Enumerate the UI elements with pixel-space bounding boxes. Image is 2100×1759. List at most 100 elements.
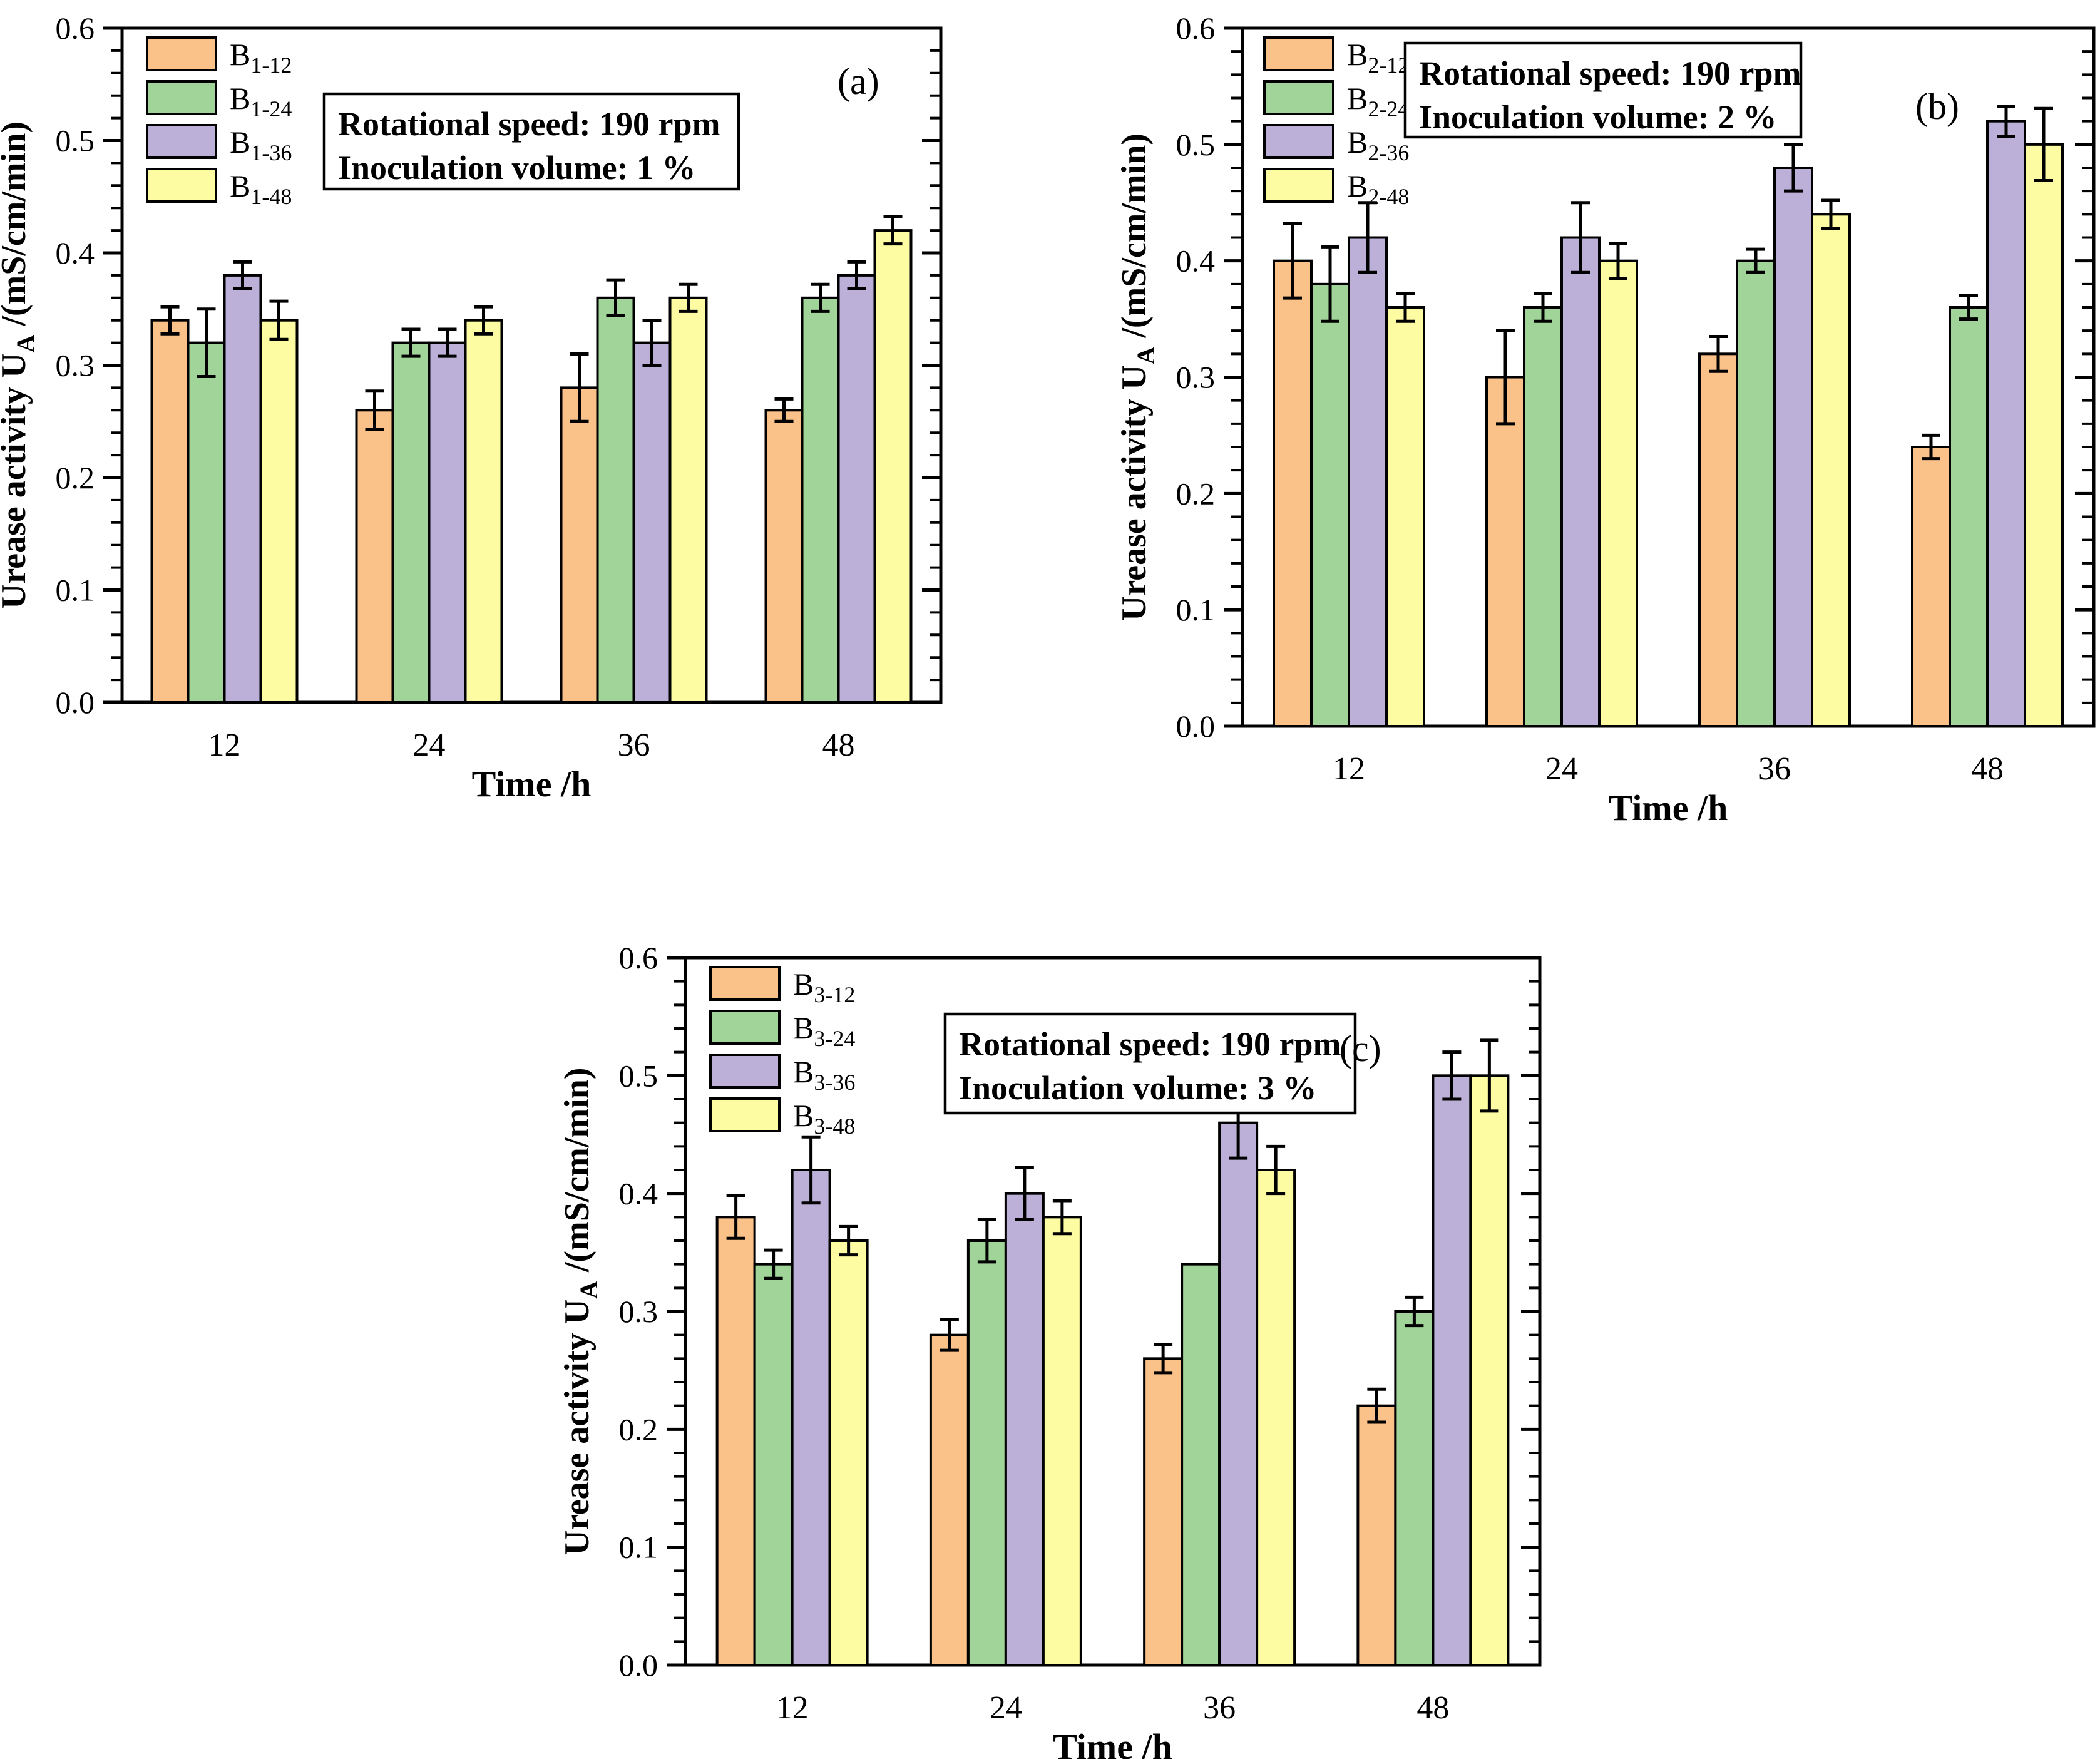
bar-B3-12-t48 — [1356, 1404, 1397, 1667]
legend-label-B1-24: B1-24 — [230, 81, 292, 121]
legend-swatch-B1-24 — [146, 80, 217, 115]
bar-B3-36-t36 — [1218, 1121, 1259, 1666]
bar-B3-36-t24 — [1004, 1192, 1045, 1666]
bar-B3-12-t24 — [929, 1333, 970, 1666]
bar-B1-36-t48 — [837, 274, 876, 704]
bar-B3-48-t24 — [1042, 1216, 1082, 1667]
x-axis-title: Time /h — [1053, 1726, 1172, 1759]
y-tick-label: 0.1 — [619, 1530, 658, 1565]
x-tick-label: 12 — [1333, 751, 1365, 787]
bar-B1-48-t12 — [259, 319, 299, 704]
legend-label-B2-24: B2-24 — [1347, 81, 1409, 121]
bar-B3-48-t48 — [1469, 1074, 1510, 1667]
x-tick-label: 48 — [1416, 1690, 1449, 1726]
bar-B1-48-t36 — [668, 296, 708, 704]
bar-B2-48-t48 — [2024, 143, 2064, 728]
info-box-line-1: Rotational speed: 190 rpm — [1419, 54, 1801, 92]
chart-panel-c: 0.0 0.1 0.2 0.3 0.4 0.5 0.6 12 24 36 48 Time /h Urea… — [558, 940, 1542, 1759]
x-tick-label: 12 — [776, 1690, 809, 1726]
info-box-line-1: Rotational speed: 190 rpm — [959, 1025, 1341, 1063]
x-tick-label: 48 — [1971, 751, 2004, 787]
bar-B2-36-t12 — [1348, 236, 1388, 727]
bar-B2-48-t12 — [1385, 306, 1425, 727]
bar-B1-48-t24 — [464, 319, 503, 704]
bar-B1-36-t36 — [632, 341, 672, 704]
bar-B2-48-t36 — [1811, 213, 1851, 728]
legend-swatch-B1-12 — [146, 36, 217, 71]
bar-B3-24-t12 — [753, 1263, 794, 1666]
legend-label-B1-36: B1-36 — [230, 125, 292, 165]
bar-B2-24-t24 — [1523, 306, 1563, 727]
x-tick-label: 36 — [1758, 751, 1791, 787]
legend-swatch-B2-48 — [1263, 168, 1334, 203]
x-tick-label: 24 — [413, 727, 446, 763]
bar-B3-24-t36 — [1181, 1263, 1221, 1666]
bar-B3-48-t12 — [828, 1239, 869, 1666]
x-tick-label: 48 — [822, 727, 855, 763]
x-axis-title: Time /h — [1609, 787, 1728, 828]
bar-B2-24-t36 — [1736, 259, 1776, 727]
info-box-line-2: Inoculation volume: 3 % — [959, 1069, 1317, 1107]
legend-label-B1-12: B1-12 — [230, 37, 292, 78]
info-box-line-2: Inoculation volume: 1 % — [338, 149, 696, 187]
info-box — [1403, 41, 1803, 139]
bar-B1-48-t48 — [873, 229, 913, 704]
y-tick-label: 0.0 — [1176, 709, 1216, 744]
y-tick-label: 0.5 — [56, 123, 95, 158]
y-tick-label: 0.3 — [1176, 360, 1216, 395]
y-tick-label: 0.0 — [56, 685, 95, 720]
y-tick-label: 0.1 — [1176, 592, 1216, 627]
legend-label-B3-36: B3-36 — [793, 1054, 855, 1095]
bar-B3-36-t12 — [791, 1169, 831, 1666]
x-tick-label: 36 — [1203, 1690, 1236, 1726]
chart-panel-a: 0.0 0.1 0.2 0.3 0.4 0.5 0.6 12 24 36 48 Time /h Urea… — [0, 11, 943, 804]
bar-B3-12-t36 — [1143, 1357, 1184, 1666]
x-tick-label: 12 — [208, 727, 241, 763]
bar-B2-48-t24 — [1598, 259, 1638, 727]
y-tick-label: 0.2 — [619, 1412, 658, 1447]
bar-B2-36-t48 — [1986, 120, 2026, 727]
info-box — [322, 92, 740, 191]
y-axis-title: Urease activity UA /(mS/cm/min) — [0, 121, 39, 609]
bar-B2-24-t12 — [1310, 282, 1350, 728]
bar-B1-24-t24 — [391, 341, 431, 704]
y-tick-label: 0.5 — [619, 1058, 658, 1093]
legend-label-B2-36: B2-36 — [1347, 125, 1409, 165]
y-tick-label: 0.6 — [1176, 11, 1216, 46]
y-tick-label: 0.6 — [56, 11, 95, 46]
panel-label: (b) — [1915, 86, 1959, 127]
legend-swatch-B2-24 — [1263, 80, 1334, 115]
y-tick-label: 0.6 — [619, 940, 658, 975]
y-tick-label: 0.2 — [56, 460, 95, 495]
legend-label-B3-12: B3-12 — [793, 967, 855, 1007]
bar-B3-24-t24 — [966, 1239, 1007, 1666]
bar-B2-36-t24 — [1560, 236, 1601, 727]
legend-swatch-B1-36 — [146, 124, 217, 159]
x-axis-title: Time /h — [472, 764, 592, 804]
bar-B2-12-t12 — [1273, 259, 1313, 727]
panel-label: (c) — [1339, 1028, 1381, 1069]
y-axis-title: Urease activity UA /(mS/cm/min) — [1115, 133, 1160, 621]
legend-swatch-B1-48 — [146, 168, 217, 203]
bar-B3-48-t36 — [1256, 1169, 1296, 1666]
bar-B2-12-t48 — [1911, 446, 1951, 727]
bar-B1-12-t36 — [560, 386, 599, 704]
legend-label-B3-48: B3-48 — [793, 1098, 855, 1139]
y-tick-label: 0.3 — [56, 348, 95, 383]
y-tick-label: 0.5 — [1176, 127, 1216, 162]
panel-label: (a) — [837, 61, 879, 102]
info-box-line-2: Inoculation volume: 2 % — [1419, 98, 1777, 136]
bar-B3-24-t48 — [1394, 1310, 1435, 1666]
legend-label-B3-24: B3-24 — [793, 1010, 855, 1051]
legend-label-B1-48: B1-48 — [230, 168, 292, 209]
bar-B2-12-t24 — [1485, 376, 1525, 727]
legend-swatch-B2-36 — [1263, 124, 1334, 159]
x-tick-label: 24 — [1545, 751, 1578, 787]
bar-B1-24-t12 — [187, 341, 226, 704]
bar-B1-36-t12 — [223, 274, 262, 704]
legend-label-B2-12: B2-12 — [1347, 37, 1409, 78]
legend-swatch-B3-48 — [709, 1097, 781, 1132]
y-tick-label: 0.4 — [1176, 244, 1216, 279]
info-box-line-1: Rotational speed: 190 rpm — [338, 105, 720, 143]
